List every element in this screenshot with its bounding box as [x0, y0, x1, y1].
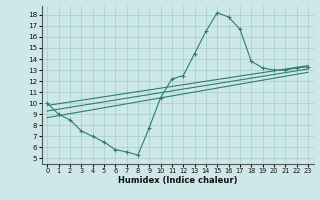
X-axis label: Humidex (Indice chaleur): Humidex (Indice chaleur): [118, 176, 237, 185]
